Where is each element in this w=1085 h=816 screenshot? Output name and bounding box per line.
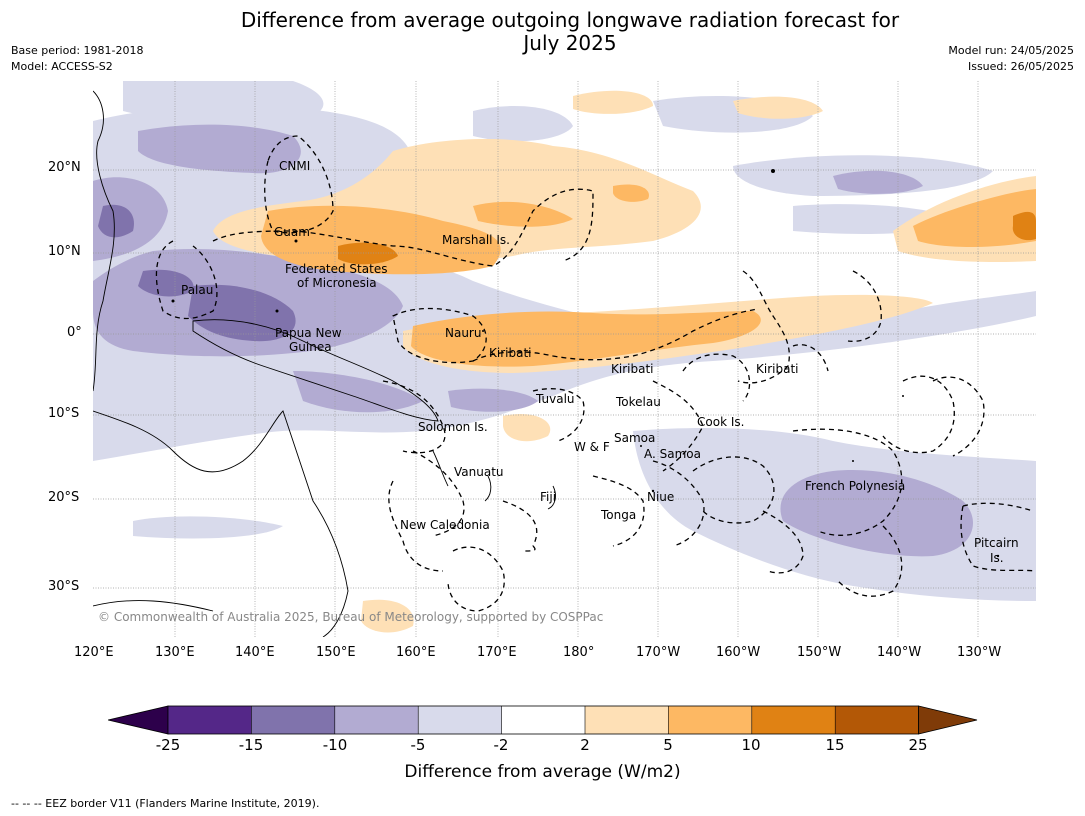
issued-text: Issued: 26/05/2025 <box>967 60 1074 73</box>
label-pitcairn-line1: Pitcairn <box>974 536 1019 550</box>
lat-tick-30s: 30°S <box>48 579 80 594</box>
lat-tick-0: 0° <box>67 325 82 340</box>
lon-tick-140e: 140°E <box>235 645 275 660</box>
model-text: Model: ACCESS-S2 <box>11 60 113 73</box>
colorbar-min-arrow <box>108 705 169 735</box>
label-kiribati-east: Kiribati <box>756 362 798 376</box>
label-new-caledonia: New Caledonia <box>400 518 490 532</box>
label-wf: W & F <box>574 440 610 454</box>
chart-title-line1: Difference from average outgoing longwav… <box>240 8 900 32</box>
label-fiji: Fiji <box>540 490 556 504</box>
islands <box>171 169 1000 558</box>
label-fsm-line2: of Micronesia <box>297 276 377 290</box>
colorbar-segment-4 <box>418 706 502 734</box>
lon-tick-150e: 150°E <box>316 645 356 660</box>
label-tonga: Tonga <box>600 508 636 522</box>
eez-borders <box>155 135 1036 612</box>
colorbar-segment-6 <box>585 706 669 734</box>
copyright-notice: © Commonwealth of Australia 2025, Bureau… <box>98 610 603 624</box>
label-solomon: Solomon Is. <box>418 420 488 434</box>
colorbar-segment-8 <box>751 706 836 734</box>
colorbar-segment-7 <box>668 706 752 734</box>
colorbar <box>108 705 978 735</box>
base-period-text: Base period: 1981-2018 <box>11 44 144 57</box>
colorbar-segment-1 <box>168 706 252 734</box>
colorbar-title: Difference from average (W/m2) <box>404 762 681 782</box>
anomaly-dark-orange-areas <box>338 211 1036 265</box>
label-vanuatu: Vanuatu <box>454 465 504 479</box>
label-nauru: Nauru <box>445 326 481 340</box>
chart-title-line2: July 2025 <box>523 31 617 55</box>
lon-tick-160w: 160°W <box>716 645 761 660</box>
label-palau: Palau <box>181 283 213 297</box>
model-run-text: Model run: 24/05/2025 <box>948 44 1074 57</box>
lon-tick-160e: 160°E <box>396 645 436 660</box>
label-kiribati-west: Kiribati <box>489 346 531 360</box>
lon-tick-140w: 140°W <box>877 645 922 660</box>
colorbar-label-5: 5 <box>663 736 673 754</box>
label-tokelau: Tokelau <box>615 395 661 409</box>
coastlines <box>93 90 556 637</box>
lon-tick-150w: 150°W <box>797 645 842 660</box>
label-cook: Cook Is. <box>697 415 744 429</box>
label-guam: Guam <box>274 225 310 239</box>
colorbar-segment-9 <box>835 706 919 734</box>
lon-tick-170e: 170°E <box>477 645 517 660</box>
colorbar-max-arrow <box>918 705 978 735</box>
map-gridlines <box>93 81 1036 637</box>
anomaly-dark-purple-areas <box>98 204 296 342</box>
label-pitcairn-line2: Is. <box>990 551 1004 565</box>
colorbar-segment-2 <box>251 706 335 734</box>
colorbar-label-10: 10 <box>741 736 761 754</box>
label-french-polynesia: French Polynesia <box>805 479 905 493</box>
label-samoa: Samoa <box>614 431 655 445</box>
lon-tick-180: 180° <box>563 645 595 660</box>
lat-tick-20n: 20°N <box>48 160 81 175</box>
colorbar-label-2: 2 <box>580 736 590 754</box>
label-png-line2: Guinea <box>289 340 332 354</box>
lat-tick-20s: 20°S <box>48 490 80 505</box>
lon-tick-130e: 130°E <box>155 645 195 660</box>
colorbar-label-minus2: -2 <box>493 736 509 754</box>
place-labels: CNMI Guam Marshall Is. Federated States … <box>181 159 1019 565</box>
lat-tick-10s: 10°S <box>48 406 80 421</box>
label-cnmi: CNMI <box>279 159 310 173</box>
lat-tick-10n: 10°N <box>48 244 81 259</box>
label-png-line1: Papua New <box>275 326 342 340</box>
anomaly-mid-orange-areas <box>261 184 1036 367</box>
lon-tick-120e: 120°E <box>74 645 114 660</box>
colorbar-label-15: 15 <box>825 736 845 754</box>
map-panel: CNMI Guam Marshall Is. Federated States … <box>93 81 1036 637</box>
label-marshall: Marshall Is. <box>442 233 510 247</box>
colorbar-label-minus5: -5 <box>410 736 426 754</box>
colorbar-segment-5 <box>501 706 585 734</box>
label-fsm-line1: Federated States <box>285 262 387 276</box>
label-kiribati-central: Kiribati <box>611 362 653 376</box>
label-niue: Niue <box>647 490 674 504</box>
colorbar-label-minus15: -15 <box>238 736 264 754</box>
colorbar-label-25: 25 <box>908 736 928 754</box>
colorbar-label-minus10: -10 <box>322 736 348 754</box>
colorbar-segment-3 <box>334 706 419 734</box>
lon-tick-170w: 170°W <box>636 645 681 660</box>
olr-anomaly-map: CNMI Guam Marshall Is. Federated States … <box>93 81 1036 637</box>
label-asamoa: A. Samoa <box>644 447 701 461</box>
colorbar-label-minus25: -25 <box>155 736 181 754</box>
footer-eez-note: -- -- -- EEZ border V11 (Flanders Marine… <box>11 797 320 810</box>
lon-tick-130w: 130°W <box>957 645 1002 660</box>
label-tuvalu: Tuvalu <box>535 392 575 406</box>
